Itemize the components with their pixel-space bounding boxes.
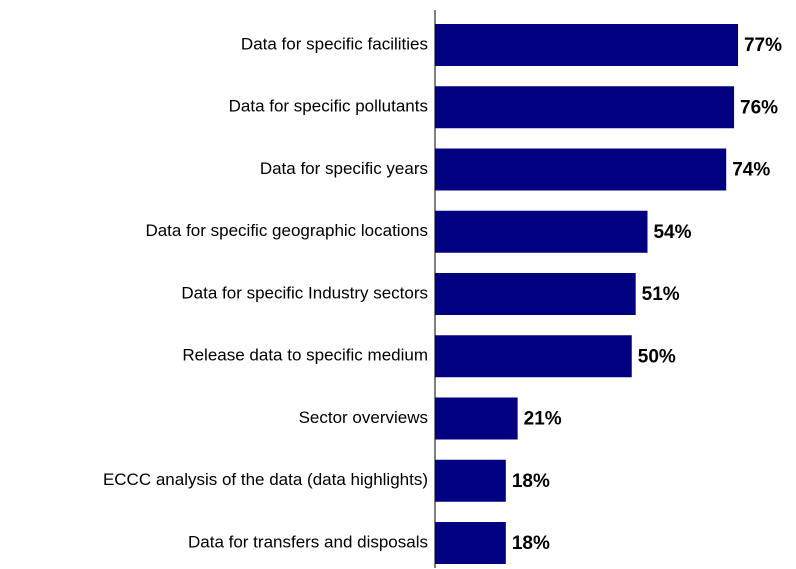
- bar: [435, 148, 727, 191]
- bar: [435, 459, 506, 502]
- category-label: Data for specific pollutants: [229, 97, 428, 116]
- bar: [435, 273, 636, 315]
- value-label: 74%: [732, 160, 770, 181]
- value-label: 51%: [642, 284, 680, 305]
- value-label: 21%: [524, 409, 562, 430]
- category-label: ECCC analysis of the data (data highligh…: [103, 470, 428, 489]
- category-label: Data for specific years: [260, 159, 428, 178]
- bar: [435, 24, 738, 66]
- category-label: Release data to specific medium: [182, 346, 428, 365]
- value-label: 50%: [638, 346, 676, 367]
- category-label: Data for specific Industry sectors: [181, 283, 428, 302]
- category-label: Data for specific geographic locations: [145, 221, 428, 240]
- value-label: 18%: [512, 471, 550, 492]
- bar: [435, 335, 632, 378]
- category-label: Data for specific facilities: [241, 34, 428, 53]
- value-label: 76%: [740, 97, 778, 118]
- bar: [435, 397, 518, 440]
- value-label: 18%: [512, 533, 550, 554]
- category-label: Data for transfers and disposals: [188, 532, 428, 551]
- bar: [435, 522, 506, 564]
- category-label: Sector overviews: [299, 408, 428, 427]
- value-label: 77%: [744, 35, 782, 56]
- bar: [435, 86, 735, 129]
- value-label: 54%: [653, 222, 691, 243]
- bar: [435, 210, 648, 253]
